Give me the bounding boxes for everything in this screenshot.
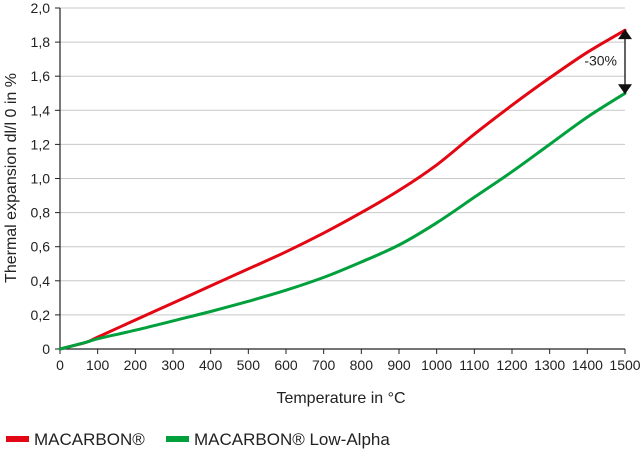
x-tick-label: 500 <box>237 357 261 373</box>
x-tick-label: 400 <box>199 357 223 373</box>
x-tick-label: 1100 <box>459 357 489 373</box>
x-tick-label: 200 <box>124 357 148 373</box>
x-tick-label: 100 <box>86 357 110 373</box>
y-axis-title: Thermal expansion dl/l 0 in % <box>3 73 20 283</box>
x-tick-label: 1400 <box>572 357 603 373</box>
y-tick-label: 0 <box>42 341 50 357</box>
x-tick-label: 1000 <box>421 357 452 373</box>
x-tick-label: 1300 <box>534 357 565 373</box>
y-axis-ticks: 0 0,2 0,4 0,6 0,8 1,0 1,2 1,4 1,6 1,8 2,0 <box>31 0 60 357</box>
y-tick-label: 0,6 <box>31 239 51 255</box>
y-tick-label: 1,2 <box>31 136 51 152</box>
x-axis-ticks: 0 100 200 300 400 500 600 700 800 900 1000 1100 1200… <box>56 349 640 373</box>
series-lines <box>58 28 627 351</box>
legend-swatch-macarbon-low-alpha <box>166 436 189 442</box>
y-tick-label: 1,6 <box>31 68 51 84</box>
series-line-macarbon-low-alpha <box>58 91 627 351</box>
series-line-macarbon <box>58 28 627 351</box>
difference-annotation: -30% <box>584 29 632 95</box>
x-axis-title: Temperature in °C <box>276 390 405 407</box>
y-tick-label: 0,8 <box>31 205 51 221</box>
x-tick-label: 1500 <box>609 357 640 373</box>
x-tick-label: 0 <box>56 357 64 373</box>
x-tick-label: 700 <box>312 357 336 373</box>
annotation-arrowhead-up <box>618 29 632 40</box>
x-tick-label: 800 <box>350 357 374 373</box>
x-tick-label: 600 <box>274 357 298 373</box>
y-tick-label: 0,4 <box>31 273 51 289</box>
y-tick-label: 2,0 <box>31 0 51 16</box>
annotation-arrowhead-down <box>618 84 632 95</box>
x-tick-label: 900 <box>387 357 411 373</box>
y-tick-label: 1,0 <box>31 171 51 187</box>
y-tick-label: 0,2 <box>31 307 51 323</box>
legend: MACARBON® MACARBON® Low-Alpha <box>6 430 390 449</box>
legend-swatch-macarbon <box>6 436 29 442</box>
x-tick-label: 300 <box>161 357 185 373</box>
x-tick-label: 1200 <box>496 357 527 373</box>
legend-label-macarbon: MACARBON® <box>34 430 145 449</box>
annotation-label: -30% <box>584 53 617 69</box>
legend-label-macarbon-low-alpha: MACARBON® Low-Alpha <box>194 430 390 449</box>
y-tick-label: 1,8 <box>31 34 51 50</box>
gridlines <box>60 7 625 316</box>
y-tick-label: 1,4 <box>31 102 51 118</box>
